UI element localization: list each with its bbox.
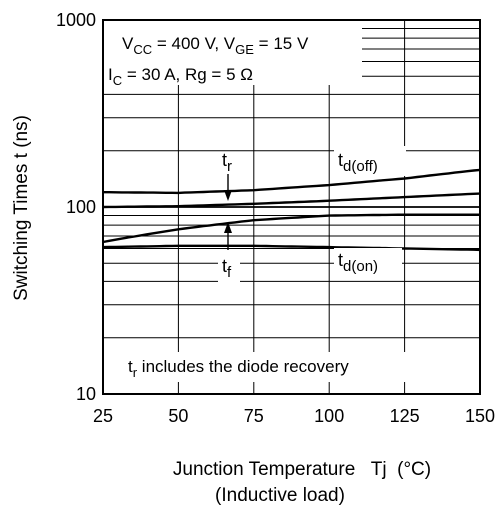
condition-line-2: IC = 30 A, Rg = 5 Ω xyxy=(108,65,253,88)
series-label-tf: tf xyxy=(222,256,232,281)
x-axis-sublabel: (Inductive load) xyxy=(215,485,345,506)
x-tick-label: 50 xyxy=(168,406,188,426)
label-bg-td(on) xyxy=(334,248,402,278)
series-labels: td(off) tr tf td(on) xyxy=(218,146,406,284)
arrow-tr-head xyxy=(224,190,232,201)
x-tick-label: 150 xyxy=(465,406,495,426)
series-label-tr: tr xyxy=(222,150,232,175)
series-line-tf xyxy=(102,213,480,244)
label-bg-tf xyxy=(218,254,240,284)
series-line-td(off) xyxy=(103,168,481,195)
x-tick-label: 75 xyxy=(244,406,264,426)
y-axis-label: Switching Times t (ns) xyxy=(11,115,32,301)
x-tick-label: 100 xyxy=(314,406,344,426)
axis-tick-labels: 25 50 75 100 125 150 10 100 1000 xyxy=(56,10,495,426)
annotations: tr includes the diode recovery xyxy=(122,174,414,382)
label-bg-td(off) xyxy=(334,146,406,176)
arrow-tf-head xyxy=(224,222,232,233)
x-axis-label: Junction Temperature Tj (°C) xyxy=(173,459,431,480)
y-tick-label: 100 xyxy=(66,197,96,217)
y-tick-label: 1000 xyxy=(56,10,96,30)
label-bg-tr xyxy=(218,162,240,188)
series-lines xyxy=(102,168,481,252)
footnote-diode-recovery: tr includes the diode recovery xyxy=(128,357,349,380)
x-tick-label: 25 xyxy=(93,406,113,426)
series-line-td(on) xyxy=(102,244,481,252)
conditions-box: VCC = 400 V, VGE = 15 V IC = 30 A, Rg = … xyxy=(104,21,362,88)
x-tick-label: 125 xyxy=(390,406,420,426)
series-label-td(off): td(off) xyxy=(338,150,378,175)
plot-frame xyxy=(102,19,481,395)
series-label-td(on): td(on) xyxy=(338,250,378,275)
series-line-tr xyxy=(102,192,481,209)
condition-line-1: VCC = 400 V, VGE = 15 V xyxy=(122,34,309,57)
y-tick-label: 10 xyxy=(76,384,96,404)
